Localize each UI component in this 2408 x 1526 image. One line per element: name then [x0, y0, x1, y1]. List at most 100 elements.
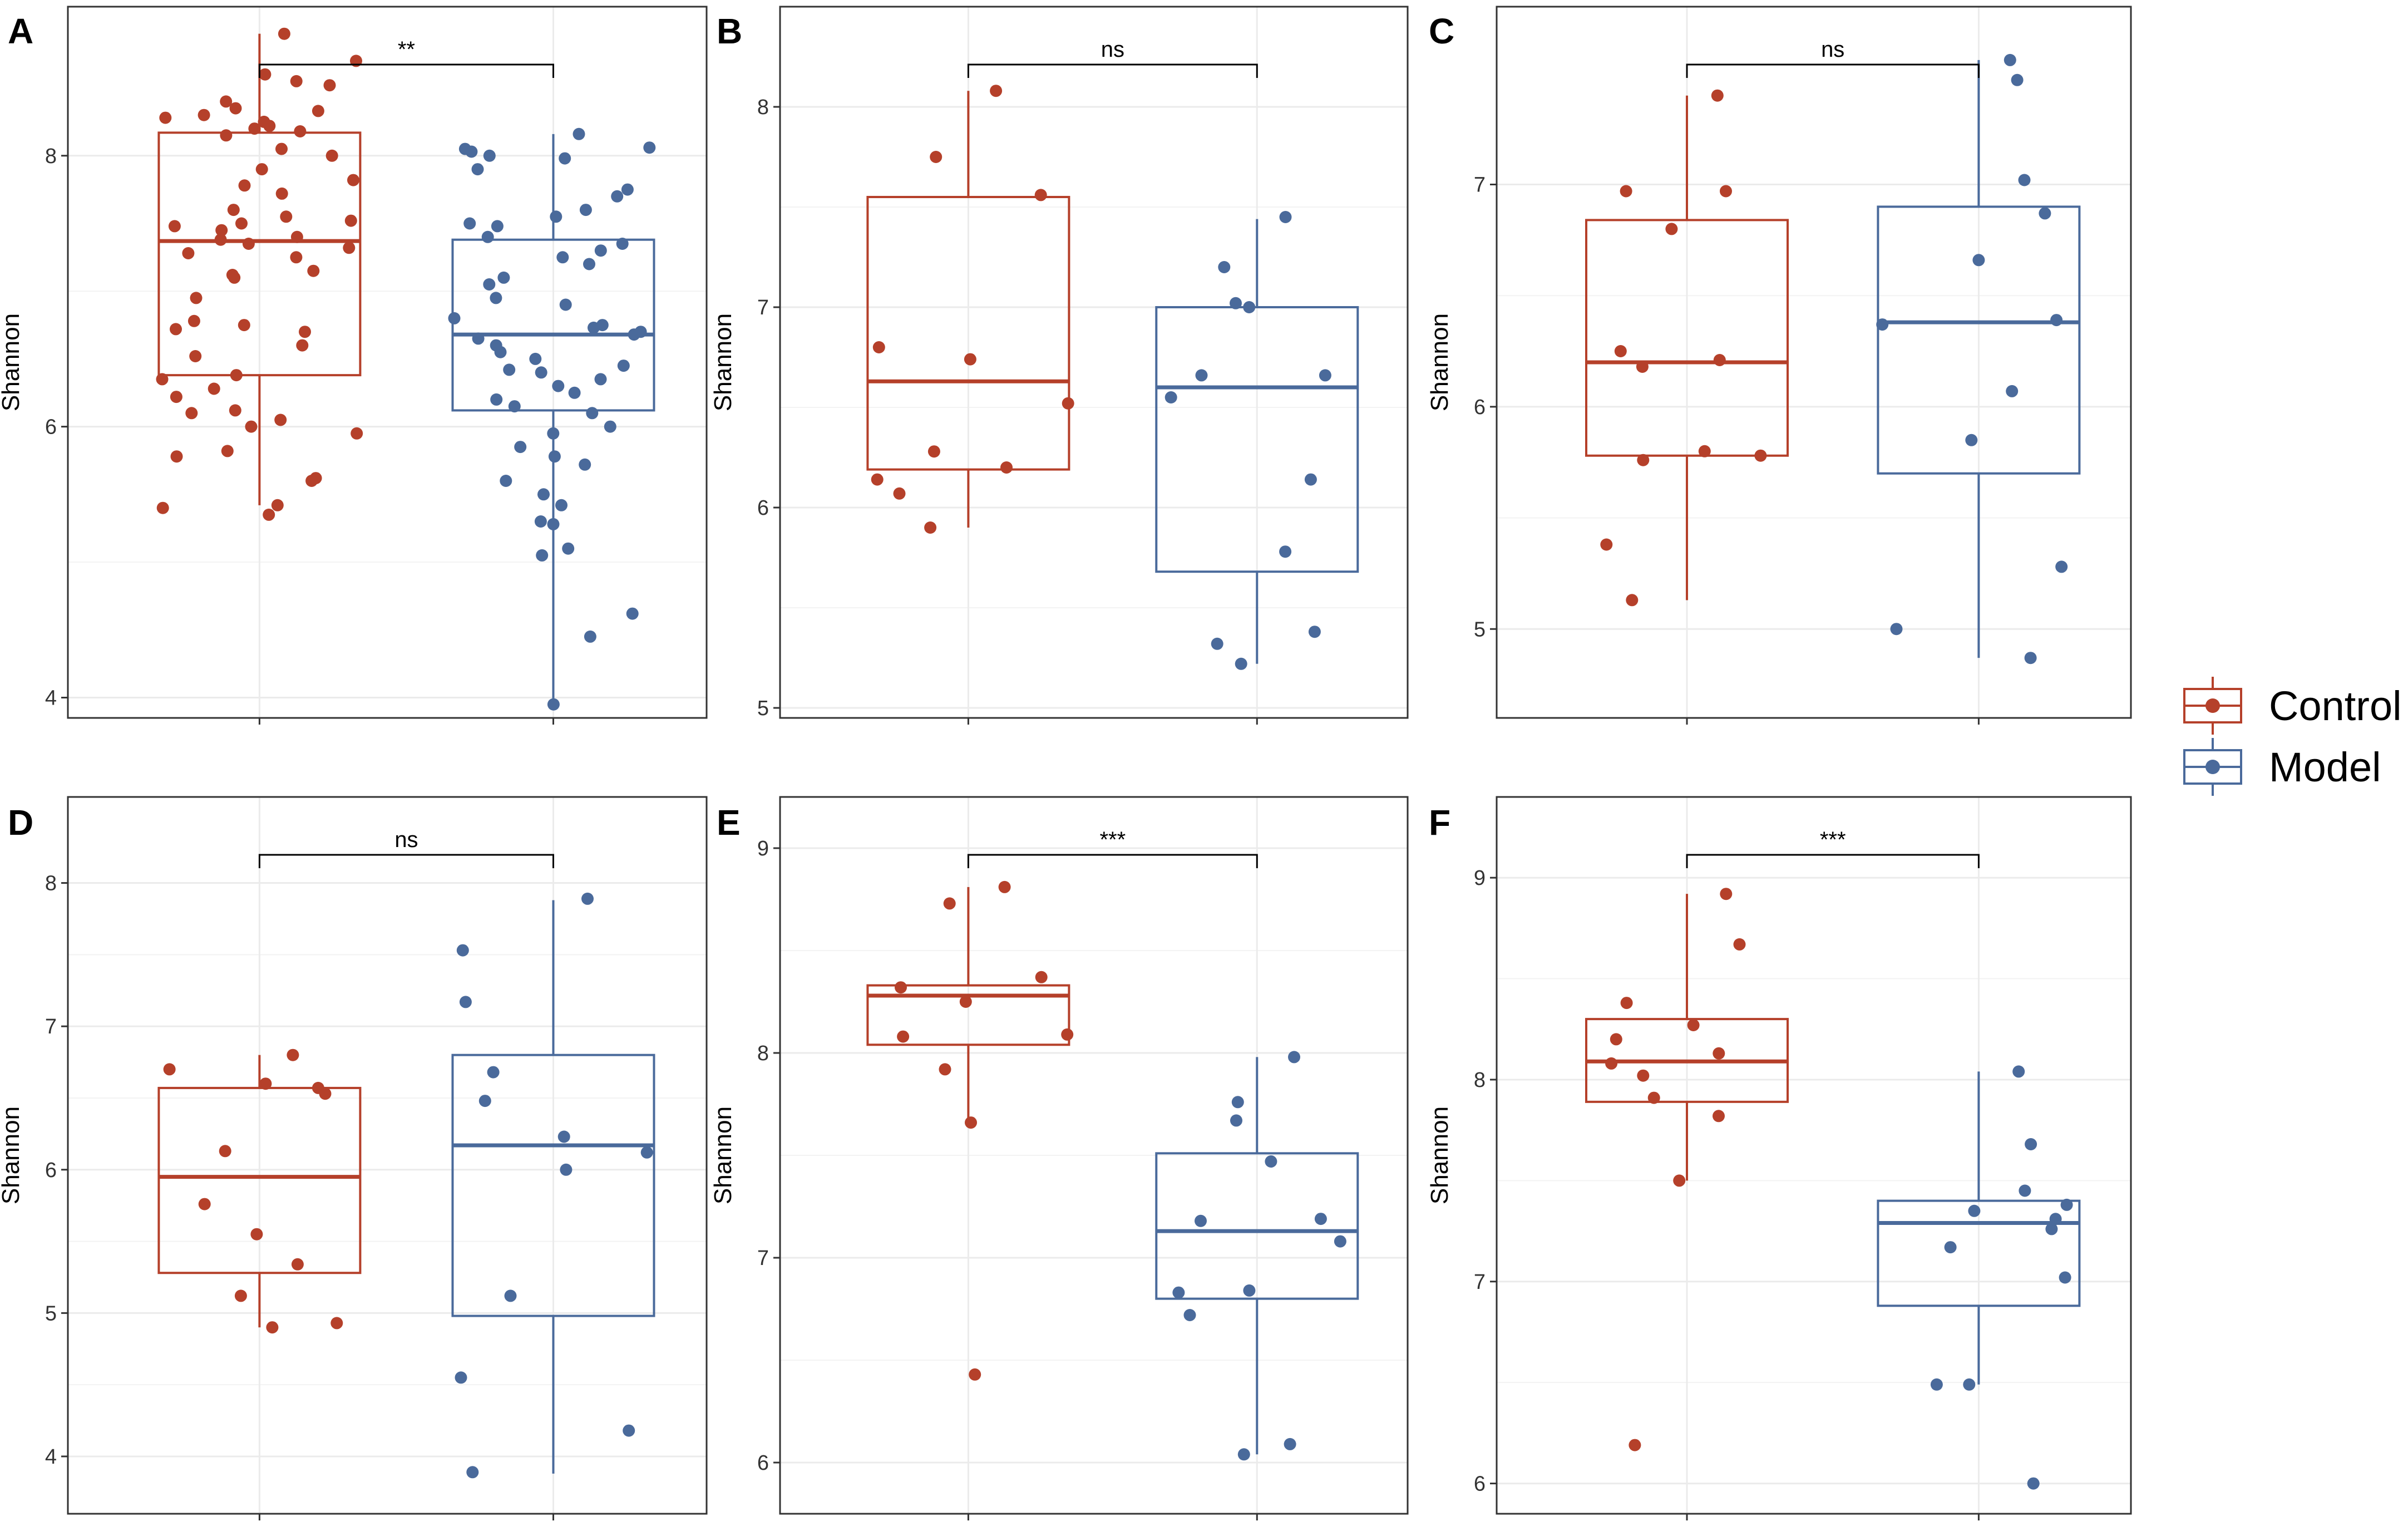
data-point-control [156, 501, 169, 514]
data-point-control [168, 220, 181, 233]
y-tick-label: 9 [1474, 867, 1486, 890]
data-point-control [255, 163, 268, 176]
significance-bracket [1686, 854, 1980, 868]
significance-label: ** [398, 37, 415, 62]
data-point-control [344, 214, 357, 227]
y-tick-label: 6 [1474, 1473, 1486, 1496]
y-tick-label: 6 [757, 496, 769, 520]
panel-label: E [717, 803, 741, 843]
data-point-control [1698, 445, 1711, 457]
data-point-control [221, 445, 234, 457]
data-point-control [208, 382, 220, 395]
data-point-model [478, 1095, 491, 1107]
data-point-model [1243, 301, 1256, 313]
data-point-control [1061, 1028, 1074, 1041]
significance-bracket [1686, 63, 1980, 78]
data-point-control [275, 142, 288, 155]
data-point-control [1687, 1019, 1700, 1031]
data-point-control [296, 339, 309, 352]
data-point-model [1218, 261, 1231, 273]
data-point-control [1647, 1091, 1660, 1104]
plot-background [780, 7, 1408, 718]
data-point-control [290, 251, 303, 264]
data-point-model [550, 210, 562, 223]
data-point-control [185, 407, 198, 420]
data-point-control [1629, 1439, 1641, 1451]
data-point-model [640, 1146, 653, 1159]
data-point-model [1243, 1284, 1256, 1297]
data-point-model [579, 458, 591, 471]
data-point-control [343, 242, 356, 254]
panel-label: A [8, 11, 33, 51]
data-point-model [536, 549, 549, 562]
y-tick-label: 7 [1474, 174, 1486, 197]
panel-f: 6 7 8 9 *** Shannon F [1426, 796, 2132, 1520]
y-tick-label: 6 [45, 1159, 57, 1182]
data-point-model [503, 363, 516, 376]
box-model [1155, 219, 1359, 664]
box-control [866, 887, 1070, 1123]
data-point-control [299, 326, 311, 338]
data-point-control [347, 174, 359, 186]
data-point-control [959, 996, 972, 1008]
plot-frame [1496, 796, 2132, 1515]
legend-label: Control [2269, 683, 2402, 729]
plot-frame [1496, 6, 2132, 719]
y-axis-title: Shannon [1426, 1106, 1453, 1204]
data-point-model [459, 996, 472, 1008]
data-point-control [228, 271, 241, 284]
data-point-model [547, 518, 560, 530]
box-model [1877, 1071, 2081, 1385]
data-point-control [1600, 538, 1613, 551]
data-point-control [219, 1145, 231, 1158]
data-point-control [229, 404, 241, 417]
data-point-control [965, 1116, 977, 1129]
data-point-model [514, 441, 527, 454]
legend-label: Model [2269, 744, 2381, 790]
data-point-model [1319, 369, 1331, 382]
data-point-control [170, 391, 182, 403]
data-point-model [535, 366, 547, 379]
data-point-control [1713, 1047, 1725, 1060]
data-point-control [198, 1198, 211, 1210]
data-point-control [274, 414, 287, 426]
data-point-model [1288, 1051, 1300, 1064]
data-point-control [271, 499, 284, 511]
data-point-model [547, 427, 560, 440]
data-point-model [617, 360, 630, 372]
data-point-model [1237, 1448, 1250, 1461]
data-point-model [465, 145, 478, 158]
box-iqr [1155, 306, 1359, 573]
data-point-model [500, 475, 512, 487]
data-point-model [594, 244, 607, 257]
y-tick-label: 5 [1474, 618, 1486, 641]
panel-c: 5 6 7 ns Shannon C [1426, 6, 2132, 725]
box-iqr [1585, 219, 1789, 457]
data-point-model [559, 152, 571, 165]
data-point-model [583, 258, 595, 270]
data-point-control [263, 120, 276, 132]
data-point-model [1308, 626, 1321, 638]
y-tick-label: 8 [45, 872, 57, 895]
data-point-control [1000, 461, 1013, 474]
box-iqr [157, 131, 362, 377]
data-point-model [508, 400, 521, 413]
data-point-model [2018, 174, 2031, 186]
data-point-model [1183, 1309, 1196, 1321]
panel-label: C [1429, 11, 1454, 51]
y-tick-label: 8 [45, 145, 57, 168]
plot-background [68, 797, 707, 1514]
data-point-control [895, 981, 907, 994]
plot-background [68, 7, 707, 718]
data-point-control [964, 353, 976, 366]
data-point-control [1035, 971, 1048, 983]
data-point-model [504, 1289, 517, 1302]
data-point-control [969, 1368, 981, 1381]
box-control [157, 33, 362, 505]
data-point-model [1172, 1286, 1185, 1299]
data-point-model [588, 321, 600, 334]
plot-frame [779, 6, 1409, 719]
y-axis-title: Shannon [1426, 313, 1453, 411]
data-point-control [198, 109, 210, 121]
box-control [866, 91, 1070, 528]
